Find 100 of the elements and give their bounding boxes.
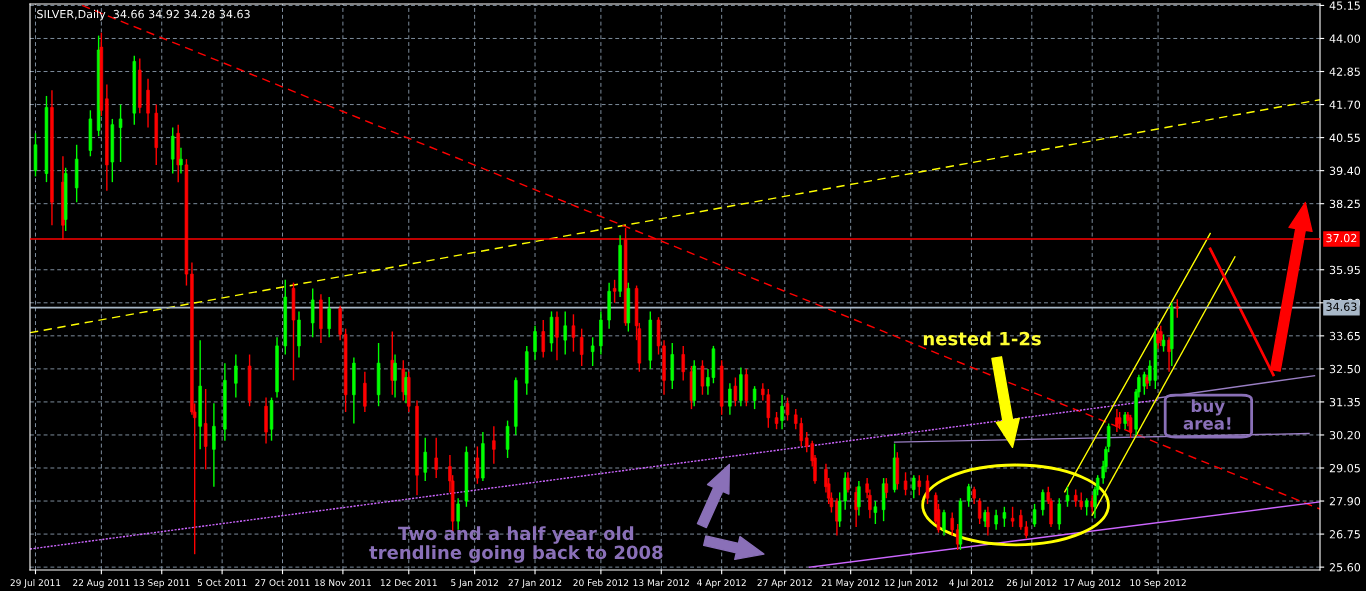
candlestick [1090,494,1094,514]
y-tick-label: 29.05 [1329,463,1360,473]
candlestick [785,396,790,422]
candlestick [390,330,395,396]
candlestick [780,394,784,430]
x-tick-label: 20 Feb 2012 [573,579,629,587]
candlestick [994,508,998,531]
candlestick [950,511,954,537]
candlestick [1065,485,1070,508]
x-tick-label: 12 Dec 2011 [380,579,437,587]
annotation: buy area! [1183,399,1231,430]
candlestick [492,425,496,465]
candlestick [401,359,405,402]
x-tick-label: 27 Jan 2012 [508,579,562,588]
candlestick [1159,325,1163,347]
x-tick-label: 22 Aug 2011 [73,579,130,588]
candlestick [393,353,397,399]
candlestick [873,500,878,525]
candlestick [146,78,150,129]
candlestick [533,325,537,361]
x-tick-label: 29 Jul 2011 [10,579,61,588]
x-tick-label: 17 Aug 2012 [1064,579,1121,588]
annotation: Two and a half year old trendline going back to 2008 [369,526,663,563]
x-tick-label: 13 Mar 2012 [633,579,689,587]
x-tick-label: 27 Oct 2011 [255,579,310,587]
candlestick [1041,488,1045,517]
candlestick [835,497,839,537]
candlestick [179,146,183,175]
y-tick-label: 38.25 [1329,199,1360,209]
y-tick-label: 42.85 [1329,67,1360,76]
candlestick [118,103,123,163]
candlestick [1128,414,1133,439]
y-tick-label: 41.70 [1329,100,1361,109]
candlestick [434,437,438,479]
candlestick [925,474,930,505]
candlestick [505,419,510,459]
y-tick-label: 35.95 [1329,265,1360,275]
candlestick [423,437,427,482]
candlestick [977,497,982,525]
candlestick [563,310,567,356]
candlestick [733,376,738,407]
candlestick [1156,327,1160,350]
y-tick-label: 32.50 [1329,364,1361,374]
candlestick [1032,503,1037,528]
candlestick [310,287,315,338]
annotation: nested 1-2s [923,331,1041,346]
y-tick-label: 45.15 [1329,1,1360,10]
y-tick-label: 30.20 [1329,430,1361,440]
y-tick-label: 25.60 [1329,563,1361,572]
candlestick [234,353,238,399]
candlestick [475,445,480,485]
candlestick [555,310,559,361]
candlestick [912,474,916,499]
candlestick [884,477,889,499]
candlestick [212,402,216,488]
y-tick-label: 26.75 [1329,530,1360,539]
candlestick [579,327,584,367]
candlestick [1010,506,1015,528]
y-tick-label: 39.40 [1329,166,1361,176]
candlestick [903,471,908,496]
x-tick-label: 10 Sep 2012 [1130,579,1186,588]
x-tick-label: 18 Nov 2011 [314,579,371,587]
x-tick-label: 26 Jul 2012 [1006,579,1057,588]
candlestick [1002,506,1007,528]
candlestick [171,126,175,175]
x-tick-label: 5 Jan 2012 [451,579,498,588]
ref-line-label: 37.02 [1326,233,1357,243]
y-tick-label: 27.90 [1329,497,1361,506]
candlestick [966,483,971,508]
y-tick-label: 44.00 [1329,34,1361,43]
candlestick [1167,336,1171,373]
x-tick-label: 12 Jun 2012 [884,579,938,588]
candlestick [857,480,861,517]
candlestick [728,382,732,416]
x-tick-label: 4 Jul 2012 [949,579,994,588]
candlestick [327,296,331,338]
y-tick-label: 31.35 [1329,397,1360,407]
candlestick [612,279,617,304]
candlestick [846,471,850,494]
candlestick [363,371,367,413]
candlestick [681,345,685,382]
candlestick [942,508,946,537]
candlestick [590,336,595,367]
candlestick [571,313,576,353]
candlestick [700,359,705,396]
annotation: SILVER,Daily 34.66 34.92 34.28 34.63 [37,9,250,21]
x-tick-label: 5 Oct 2011 [197,579,247,587]
candlestick [1057,497,1061,531]
x-tick-label: 21 May 2012 [821,579,880,588]
candlestick [752,385,757,410]
x-tick-label: 27 Apr 2012 [757,579,812,588]
candlestick [1175,298,1179,319]
y-tick-label: 33.65 [1329,331,1360,341]
candlestick [917,474,921,496]
x-tick-label: 4 Apr 2012 [697,579,746,588]
x-tick-label: 13 Sep 2011 [134,579,190,588]
candlestick [541,319,545,359]
candlestick [854,485,858,528]
y-tick-label: 40.55 [1329,133,1360,142]
candlestick [203,388,208,471]
